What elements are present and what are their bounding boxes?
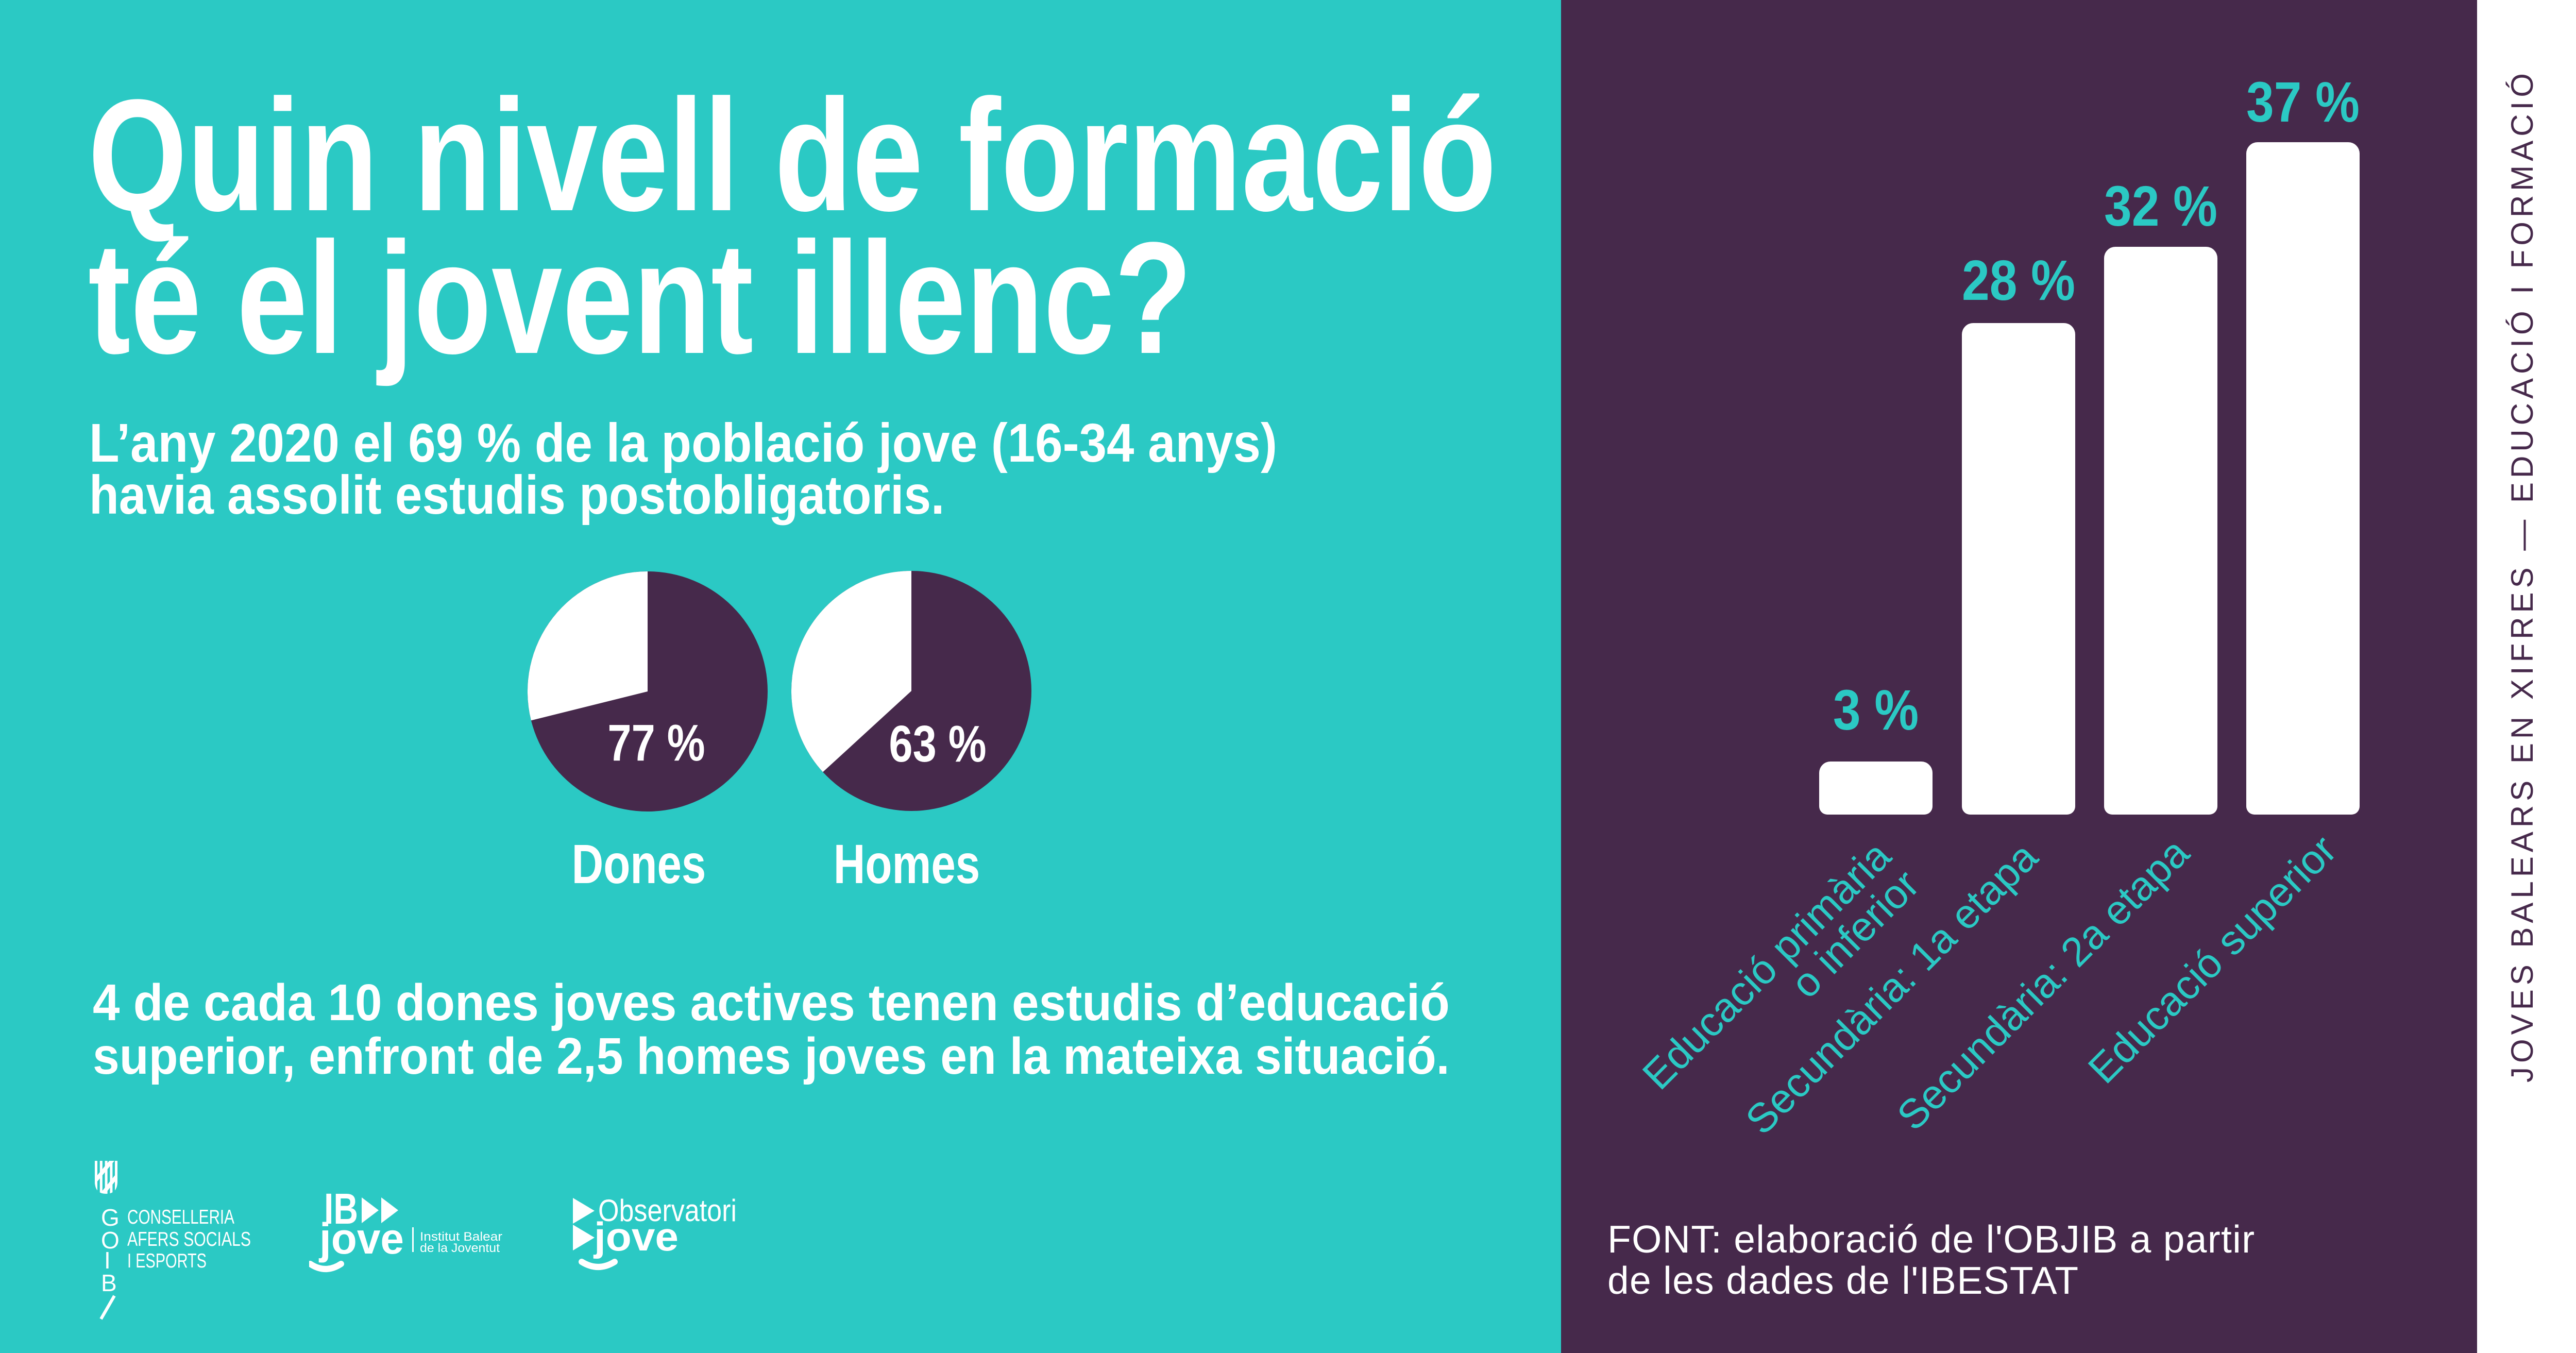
svg-text:O: O bbox=[101, 1227, 120, 1254]
svg-text:jove: jove bbox=[593, 1214, 679, 1259]
svg-text:AFERS SOCIALS: AFERS SOCIALS bbox=[127, 1228, 251, 1250]
svg-text:Institut Balear: Institut Balear bbox=[420, 1230, 502, 1244]
svg-text:CONSELLERIA: CONSELLERIA bbox=[127, 1206, 234, 1228]
svg-text:I: I bbox=[104, 1247, 111, 1274]
svg-text:B: B bbox=[101, 1270, 117, 1296]
svg-text:G: G bbox=[101, 1204, 120, 1231]
svg-text:I ESPORTS: I ESPORTS bbox=[127, 1250, 207, 1272]
svg-text:IB: IB bbox=[324, 1185, 358, 1233]
svg-text:Observatori: Observatori bbox=[598, 1193, 737, 1228]
svg-text:de la Joventut: de la Joventut bbox=[420, 1241, 500, 1255]
svg-text:jove: jove bbox=[318, 1214, 404, 1263]
